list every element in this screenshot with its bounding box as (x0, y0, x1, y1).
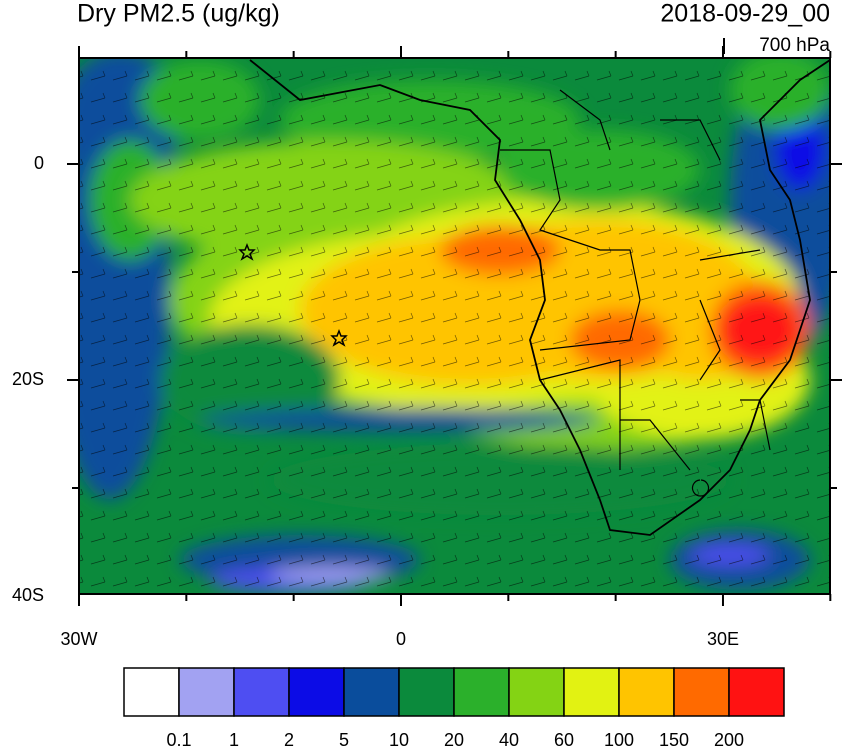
site-marker (238, 242, 256, 261)
lon-label: 30E (707, 629, 739, 649)
colorbar-swatch (123, 667, 180, 717)
date: 2018-09-29_00 (660, 0, 830, 28)
borders (500, 89, 771, 497)
colorbar-swatch (728, 667, 785, 717)
lat-label: 20S (12, 369, 44, 389)
colorbar-label: 5 (339, 730, 349, 750)
colorbar-label: 20 (444, 730, 464, 750)
colorbar-swatch (233, 667, 290, 717)
coastline (249, 59, 830, 536)
colorbar-label: 150 (659, 730, 689, 750)
colorbar-swatch (508, 667, 565, 717)
colorbar-label: 1 (229, 730, 239, 750)
colorbar-label: 10 (389, 730, 409, 750)
level: 700 hPa (759, 35, 830, 56)
colorbar-swatch (178, 667, 235, 717)
map-frame (78, 57, 831, 595)
colorbar-swatch (563, 667, 620, 717)
title: Dry PM2.5 (ug/kg) (77, 0, 280, 28)
lat-label: 40S (12, 585, 44, 605)
lat-label: 0 (34, 153, 44, 173)
site-marker (330, 328, 348, 347)
wind-barbs (79, 58, 830, 594)
lon-label: 30W (60, 629, 97, 649)
colorbar-swatch (343, 667, 400, 717)
colorbar-label: 2 (284, 730, 294, 750)
colorbar-label: 60 (554, 730, 574, 750)
colorbar-label: 200 (714, 730, 744, 750)
colorbar-swatch (398, 667, 455, 717)
map-area (79, 58, 830, 594)
axis-ticks (67, 46, 842, 606)
colorbar-swatch (453, 667, 510, 717)
colorbar-swatch (618, 667, 675, 717)
colorbar-swatch (288, 667, 345, 717)
colorbar-swatch (673, 667, 730, 717)
colorbar-label: 40 (499, 730, 519, 750)
lon-label: 0 (396, 629, 406, 649)
colorbar: 0.1 1 2 5 10 20 40 60 100 150 200 (123, 667, 785, 750)
colorbar-label: 0.1 (166, 730, 191, 750)
colorbar-label: 100 (604, 730, 634, 750)
